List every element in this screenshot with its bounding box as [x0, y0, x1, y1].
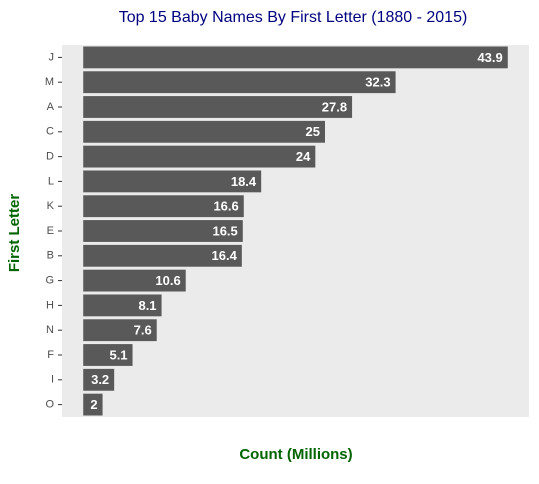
value-label: 8.1: [138, 298, 156, 313]
bar: [83, 120, 325, 143]
value-label: 2: [90, 397, 97, 412]
value-label: 25: [306, 124, 320, 139]
value-label: 3.2: [91, 372, 109, 387]
y-tick-label: H: [46, 299, 54, 311]
value-label: 27.8: [322, 99, 347, 114]
bar: [83, 368, 115, 391]
bar: [83, 195, 244, 218]
bar: [83, 96, 353, 118]
y-tick-label: L: [48, 175, 54, 187]
y-tick-label: E: [47, 225, 54, 237]
chart-title: Top 15 Baby Names By First Letter (1880 …: [119, 9, 468, 26]
y-tick-label: F: [47, 349, 54, 361]
y-tick-label: D: [46, 151, 54, 163]
value-label: 18.4: [231, 174, 257, 189]
value-label: 43.9: [477, 50, 502, 65]
y-tick-label: A: [47, 101, 55, 113]
value-label: 16.5: [212, 223, 237, 238]
y-tick-label: K: [47, 200, 55, 212]
y-tick-label: O: [45, 399, 54, 411]
value-label: 10.6: [155, 273, 180, 288]
y-tick-label: J: [49, 51, 55, 63]
y-tick-label: C: [46, 126, 54, 138]
bar: [83, 269, 186, 292]
bar: [83, 319, 157, 342]
bar: [83, 220, 243, 242]
bar: [83, 393, 103, 416]
value-label: 16.4: [212, 248, 238, 263]
x-axis-title: Count (Millions): [239, 446, 352, 463]
bar: [83, 294, 162, 317]
value-label: 7.6: [134, 323, 152, 338]
value-label: 16.6: [213, 199, 238, 214]
y-tick-label: B: [47, 250, 54, 262]
bar: [83, 344, 133, 366]
bar: [83, 170, 262, 193]
bar: [83, 244, 242, 267]
y-tick-label: G: [45, 275, 54, 287]
bar: [83, 46, 508, 69]
y-tick-label: I: [51, 374, 54, 386]
value-label: 5.1: [109, 347, 127, 362]
value-label: 32.3: [365, 75, 390, 90]
bar: [83, 145, 316, 168]
bar: [83, 71, 396, 94]
y-axis-title: First Letter: [6, 194, 23, 273]
y-tick-label: M: [45, 76, 54, 88]
y-tick-label: N: [46, 324, 54, 336]
value-label: 24: [296, 149, 311, 164]
